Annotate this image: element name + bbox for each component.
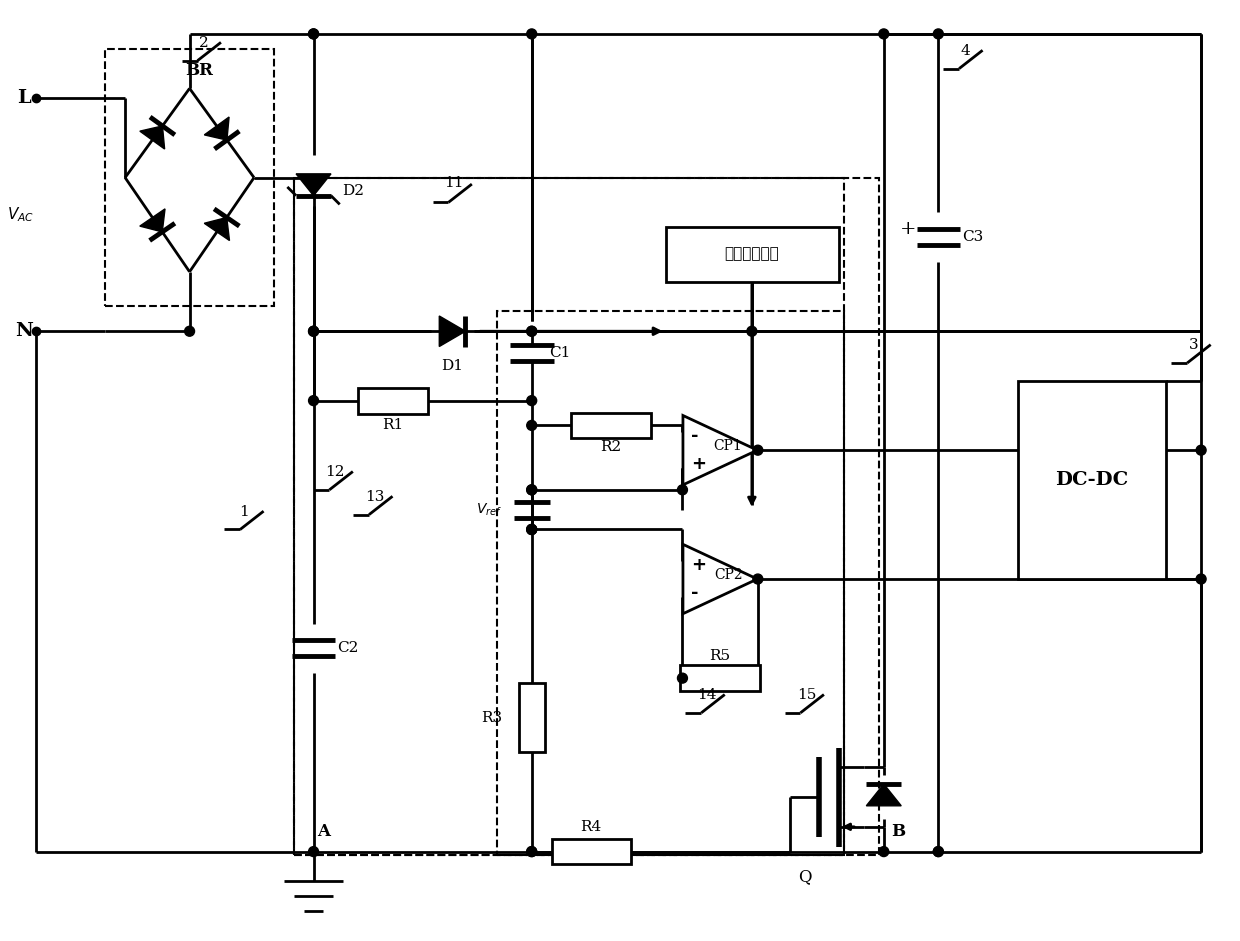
Circle shape [309,327,319,336]
Text: -: - [691,584,698,602]
Circle shape [309,327,319,336]
Text: 4: 4 [960,43,970,57]
Text: R2: R2 [600,440,621,455]
Circle shape [677,485,687,495]
Bar [497,311,844,854]
Polygon shape [140,209,165,231]
Polygon shape [867,784,901,805]
Text: 3: 3 [1188,338,1198,352]
Bar [294,178,844,854]
Circle shape [934,29,944,39]
Text: R4: R4 [580,820,601,834]
Text: R1: R1 [382,419,403,433]
Circle shape [527,395,537,406]
Circle shape [934,847,944,856]
Circle shape [309,847,319,856]
Circle shape [677,673,687,683]
Circle shape [527,485,537,495]
Text: DC-DC: DC-DC [1055,470,1128,489]
Bar [681,665,760,691]
Bar [1018,381,1167,579]
Circle shape [527,421,537,430]
Circle shape [527,327,537,336]
Text: 12: 12 [326,465,345,479]
Circle shape [309,29,319,39]
Polygon shape [205,217,229,241]
Text: 15: 15 [797,688,816,702]
Circle shape [185,327,195,336]
Polygon shape [140,126,165,149]
Text: C3: C3 [962,231,983,244]
Text: +: + [900,220,916,238]
Circle shape [527,524,537,534]
Text: B: B [892,823,905,840]
Text: 14: 14 [697,688,717,702]
Text: CP1: CP1 [714,439,743,454]
Text: A: A [317,823,330,840]
Circle shape [879,847,889,856]
Circle shape [934,847,944,856]
Text: D1: D1 [441,359,464,373]
Circle shape [527,847,537,856]
Circle shape [527,485,537,495]
Text: 1: 1 [239,504,249,518]
Bar [358,388,428,413]
Text: 限压偏置电路: 限压偏置电路 [724,247,779,261]
Polygon shape [683,416,758,485]
Circle shape [753,445,763,455]
Text: $V_{ref}$: $V_{ref}$ [476,502,502,518]
Bar [518,683,544,753]
Circle shape [309,29,319,39]
Circle shape [1197,574,1207,584]
Text: 11: 11 [445,176,464,189]
Text: L: L [17,89,31,107]
Polygon shape [439,316,465,346]
Text: R5: R5 [709,649,730,663]
Bar [552,838,631,865]
Circle shape [527,327,537,336]
Text: C2: C2 [337,642,358,656]
Text: $V_{AC}$: $V_{AC}$ [7,205,35,224]
Bar [572,412,651,439]
Text: C1: C1 [549,346,570,360]
Circle shape [527,524,537,534]
Text: 2: 2 [198,36,208,50]
Text: -: - [691,427,698,445]
Text: Q: Q [797,868,811,885]
Text: BR: BR [186,62,213,79]
Text: +: + [691,556,706,574]
Bar [105,49,274,307]
Circle shape [309,395,319,406]
Text: +: + [691,455,706,473]
Text: R3: R3 [481,710,502,725]
Bar [294,178,879,854]
Text: D2: D2 [342,183,365,198]
Circle shape [746,327,756,336]
Text: 13: 13 [366,489,384,503]
Circle shape [527,524,537,534]
Circle shape [1197,445,1207,455]
Text: N: N [15,322,33,341]
Circle shape [527,29,537,39]
Polygon shape [296,174,331,196]
Circle shape [527,847,537,856]
Circle shape [753,574,763,584]
Polygon shape [683,544,758,614]
Circle shape [879,29,889,39]
Bar [666,227,839,281]
Polygon shape [205,117,229,140]
Text: CP2: CP2 [714,568,743,582]
